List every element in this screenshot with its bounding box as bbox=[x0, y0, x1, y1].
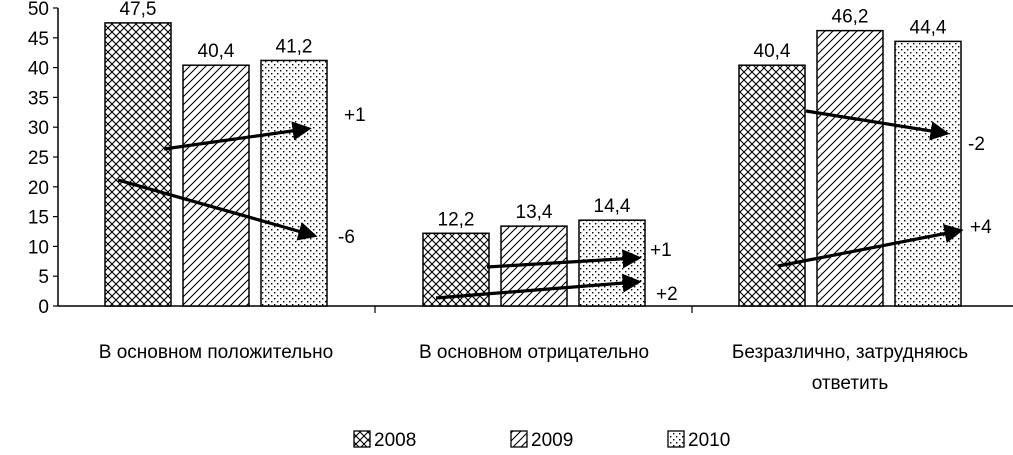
data-label: 47,5 bbox=[120, 0, 157, 20]
y-tick-label: 0 bbox=[38, 297, 49, 318]
y-tick-label: 10 bbox=[28, 237, 49, 258]
change-arrow bbox=[805, 109, 950, 141]
data-label: 46,2 bbox=[832, 7, 869, 28]
bar-2009 bbox=[816, 29, 884, 307]
change-label: +1 bbox=[344, 105, 366, 126]
y-tick-label: 35 bbox=[28, 88, 49, 109]
y-tick-label: 40 bbox=[28, 59, 49, 80]
change-arrow bbox=[117, 178, 318, 241]
bar-2010 bbox=[578, 219, 646, 307]
data-label: 13,4 bbox=[516, 202, 553, 223]
data-label: 14,4 bbox=[594, 196, 631, 217]
y-tick-label: 20 bbox=[28, 178, 49, 199]
x-category-label: Безразлично, затрудняюсь bbox=[732, 342, 968, 363]
bar-2010 bbox=[260, 59, 328, 307]
data-label: 41,2 bbox=[276, 36, 313, 57]
y-tick-label: 15 bbox=[28, 208, 49, 229]
change-arrow bbox=[435, 273, 642, 300]
legend-swatch-2010 bbox=[667, 430, 685, 448]
y-tick-label: 25 bbox=[28, 148, 49, 169]
data-label: 44,4 bbox=[910, 17, 947, 38]
change-label: +2 bbox=[656, 284, 678, 305]
bar-2010 bbox=[894, 40, 962, 307]
y-tick-label: 50 bbox=[28, 0, 49, 20]
x-category-label: В основном отрицательно bbox=[419, 342, 649, 363]
bar-2008 bbox=[738, 64, 806, 307]
change-arrow bbox=[163, 121, 312, 151]
data-label: 40,4 bbox=[198, 41, 235, 62]
bar-2009 bbox=[182, 64, 250, 307]
change-arrow bbox=[486, 249, 642, 269]
change-label: -6 bbox=[338, 227, 355, 248]
y-tick-label: 30 bbox=[28, 118, 49, 139]
legend-label: 2010 bbox=[688, 430, 730, 450]
legend-swatch-2009 bbox=[510, 430, 528, 448]
legend-label: 2008 bbox=[374, 430, 416, 450]
x-category-label: ответить bbox=[812, 373, 889, 394]
change-label: +4 bbox=[970, 217, 992, 238]
change-label: -2 bbox=[968, 134, 985, 155]
data-label: 40,4 bbox=[754, 41, 791, 62]
y-tick-label: 45 bbox=[28, 29, 49, 50]
change-arrow bbox=[777, 224, 964, 268]
y-tick-label: 5 bbox=[38, 267, 49, 288]
legend-label: 2009 bbox=[531, 430, 573, 450]
legend-swatch-2008 bbox=[353, 430, 371, 448]
x-category-label: В основном положительно bbox=[99, 342, 333, 363]
change-label: +1 bbox=[650, 240, 672, 261]
data-label: 12,2 bbox=[438, 209, 475, 230]
bar-2008 bbox=[104, 22, 172, 307]
